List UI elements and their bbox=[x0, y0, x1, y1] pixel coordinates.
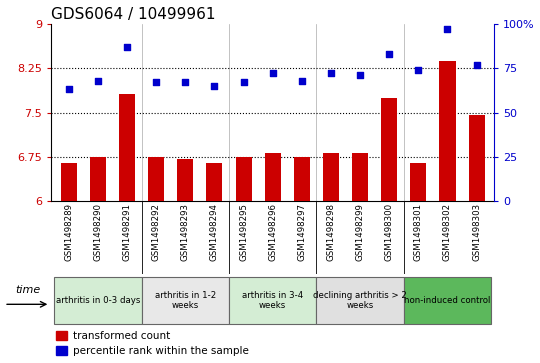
Bar bbox=[90, 157, 106, 201]
Text: GDS6064 / 10499961: GDS6064 / 10499961 bbox=[51, 7, 216, 23]
Bar bbox=[177, 159, 193, 201]
Point bbox=[181, 79, 190, 85]
Bar bbox=[352, 153, 368, 201]
Bar bbox=[235, 157, 252, 201]
Bar bbox=[119, 94, 135, 201]
Text: GSM1498289: GSM1498289 bbox=[64, 203, 73, 261]
Bar bbox=[410, 163, 427, 201]
Text: GSM1498291: GSM1498291 bbox=[123, 203, 132, 261]
Point bbox=[327, 70, 335, 76]
Text: GSM1498301: GSM1498301 bbox=[414, 203, 423, 261]
Bar bbox=[141, 277, 229, 324]
Point bbox=[268, 70, 277, 76]
Bar bbox=[61, 163, 77, 201]
Text: transformed count: transformed count bbox=[73, 331, 171, 341]
Text: percentile rank within the sample: percentile rank within the sample bbox=[73, 346, 249, 356]
Text: GSM1498300: GSM1498300 bbox=[384, 203, 394, 261]
Text: GSM1498303: GSM1498303 bbox=[472, 203, 481, 261]
Bar bbox=[229, 277, 316, 324]
Text: GSM1498294: GSM1498294 bbox=[210, 203, 219, 261]
Bar bbox=[148, 157, 164, 201]
Text: arthritis in 3-4
weeks: arthritis in 3-4 weeks bbox=[242, 291, 303, 310]
Text: GSM1498290: GSM1498290 bbox=[93, 203, 103, 261]
Bar bbox=[404, 277, 491, 324]
Point bbox=[385, 51, 394, 57]
Text: GSM1498293: GSM1498293 bbox=[181, 203, 190, 261]
Bar bbox=[440, 61, 456, 201]
Point bbox=[443, 26, 452, 32]
Bar bbox=[206, 163, 222, 201]
Point bbox=[472, 62, 481, 68]
Text: arthritis in 1-2
weeks: arthritis in 1-2 weeks bbox=[154, 291, 216, 310]
Point bbox=[298, 78, 306, 83]
Text: GSM1498296: GSM1498296 bbox=[268, 203, 277, 261]
Point bbox=[356, 72, 364, 78]
Bar bbox=[469, 115, 484, 201]
Text: GSM1498295: GSM1498295 bbox=[239, 203, 248, 261]
Text: GSM1498297: GSM1498297 bbox=[298, 203, 306, 261]
Point bbox=[414, 67, 423, 73]
Bar bbox=[294, 157, 310, 201]
Bar bbox=[265, 153, 281, 201]
Text: arthritis in 0-3 days: arthritis in 0-3 days bbox=[56, 296, 140, 305]
Text: non-induced control: non-induced control bbox=[404, 296, 491, 305]
Text: GSM1498292: GSM1498292 bbox=[152, 203, 161, 261]
Text: time: time bbox=[16, 285, 41, 295]
Point bbox=[239, 79, 248, 85]
Bar bbox=[323, 153, 339, 201]
Bar bbox=[54, 277, 141, 324]
Bar bbox=[316, 277, 404, 324]
Text: GSM1498298: GSM1498298 bbox=[327, 203, 335, 261]
Text: GSM1498302: GSM1498302 bbox=[443, 203, 452, 261]
Point bbox=[64, 86, 73, 92]
Point bbox=[152, 79, 160, 85]
Bar bbox=[381, 98, 397, 201]
Point bbox=[123, 44, 131, 50]
Text: declining arthritis > 2
weeks: declining arthritis > 2 weeks bbox=[313, 291, 407, 310]
Bar bbox=[56, 346, 67, 355]
Text: GSM1498299: GSM1498299 bbox=[356, 203, 364, 261]
Bar bbox=[56, 331, 67, 340]
Point bbox=[210, 83, 219, 89]
Point bbox=[93, 78, 102, 83]
